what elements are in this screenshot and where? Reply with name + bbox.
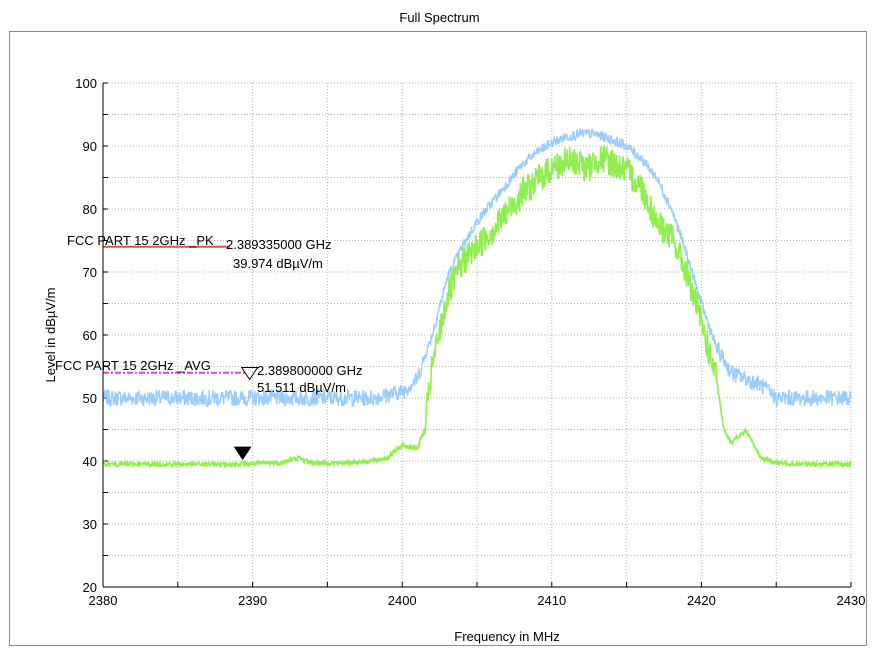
x-tick-label: 2380 <box>89 593 118 608</box>
marker-2-frequency: 2.389335000 GHz <box>226 237 332 252</box>
y-tick-labels: 20 30 40 50 60 70 80 90 100 <box>75 76 97 595</box>
x-tick-label: 2420 <box>687 593 716 608</box>
series-layer <box>102 127 852 470</box>
x-tick-label: 2390 <box>238 593 267 608</box>
y-tick-label: 50 <box>83 391 97 406</box>
y-tick-label: 70 <box>83 265 97 280</box>
marker-2-filled-triangle <box>233 446 252 461</box>
y-tick-label: 60 <box>83 328 97 343</box>
y-tick-label: 40 <box>83 454 97 469</box>
series-trace-2 <box>102 145 852 470</box>
x-tick-label: 2400 <box>388 593 417 608</box>
x-tick-label: 2430 <box>837 593 866 608</box>
marker-2-level: 39.974 dBµV/m <box>233 256 323 271</box>
chart-title: Full Spectrum <box>399 10 480 25</box>
x-tick-label: 2410 <box>537 593 566 608</box>
y-tick-label: 100 <box>75 76 97 91</box>
minor-ticks <box>102 82 852 588</box>
x-tick-labels: 2380 2390 2400 2410 2420 2430 <box>89 593 866 608</box>
markers: 2.389800000 GHz 51.511 dBµV/m 2.38933500… <box>226 237 363 461</box>
pk-limit-label: FCC PART 15 2GHz _PK <box>67 233 214 248</box>
grid-lines <box>102 82 852 588</box>
y-tick-label: 90 <box>83 139 97 154</box>
marker-1-open-triangle <box>240 366 259 381</box>
y-tick-label: 80 <box>83 202 97 217</box>
marker-1-level: 51.511 dBµV/m <box>257 380 346 395</box>
avg-limit-label: FCC PART 15 2GHz _AVG <box>55 358 211 373</box>
y-tick-label: 30 <box>83 517 97 532</box>
axes <box>102 83 851 588</box>
marker-1-frequency: 2.389800000 GHz <box>257 363 363 378</box>
plot-frame <box>9 31 867 646</box>
series-trace-1 <box>102 127 852 409</box>
y-tick-label: 20 <box>83 580 97 595</box>
y-axis-title: Level in dBµV/m <box>43 288 58 383</box>
x-axis-title: Frequency in MHz <box>454 629 559 644</box>
limit-lines: FCC PART 15 2GHz _PK FCC PART 15 2GHz _A… <box>55 233 246 374</box>
